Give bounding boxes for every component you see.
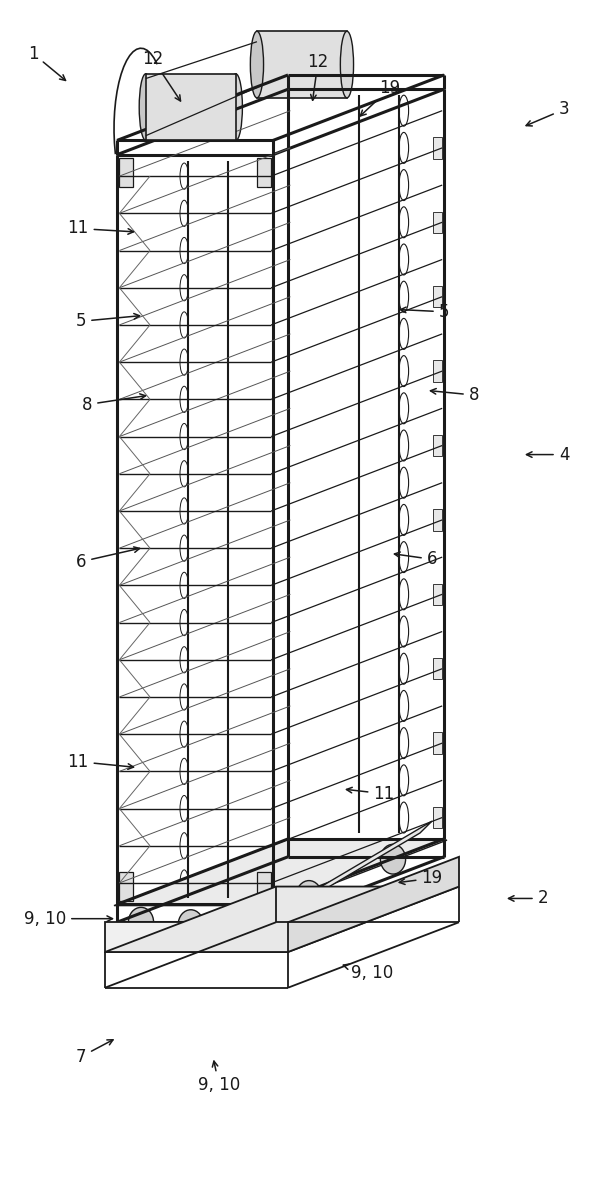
Text: 6: 6 — [394, 550, 437, 569]
Text: 1: 1 — [28, 44, 65, 81]
Text: 2: 2 — [508, 889, 548, 908]
Polygon shape — [105, 887, 459, 952]
Text: 9, 10: 9, 10 — [198, 1061, 240, 1095]
Text: 19: 19 — [360, 79, 401, 115]
Bar — [433, 807, 442, 828]
Bar — [257, 31, 347, 98]
Bar — [433, 361, 442, 382]
Ellipse shape — [229, 74, 242, 140]
Text: 6: 6 — [76, 547, 140, 571]
Polygon shape — [146, 74, 236, 140]
Polygon shape — [114, 840, 447, 906]
Ellipse shape — [178, 910, 203, 940]
Polygon shape — [105, 922, 288, 952]
Bar — [433, 658, 442, 679]
Text: 4: 4 — [526, 445, 569, 464]
Ellipse shape — [128, 907, 154, 938]
Polygon shape — [288, 857, 459, 952]
Text: 12: 12 — [142, 50, 181, 101]
Bar — [119, 872, 133, 901]
Text: 11: 11 — [346, 784, 395, 803]
Bar — [119, 158, 133, 187]
Text: 9, 10: 9, 10 — [24, 909, 113, 928]
Polygon shape — [279, 821, 432, 916]
Bar — [433, 286, 442, 307]
Bar — [433, 434, 442, 456]
Ellipse shape — [340, 31, 353, 98]
Ellipse shape — [380, 845, 406, 873]
Bar — [257, 872, 271, 901]
Text: 12: 12 — [307, 52, 329, 100]
Ellipse shape — [250, 31, 263, 98]
Bar — [257, 158, 271, 187]
Text: 9, 10: 9, 10 — [343, 964, 393, 983]
Text: 8: 8 — [430, 386, 479, 405]
Ellipse shape — [139, 74, 152, 140]
Text: 11: 11 — [67, 752, 134, 771]
Text: 3: 3 — [526, 100, 569, 126]
Text: 5: 5 — [400, 302, 449, 321]
Text: 11: 11 — [67, 219, 134, 238]
Text: 7: 7 — [76, 1040, 113, 1066]
Bar — [433, 583, 442, 605]
Bar — [433, 732, 442, 753]
Bar — [433, 212, 442, 233]
Text: 8: 8 — [82, 394, 146, 414]
Bar — [433, 509, 442, 531]
Text: 5: 5 — [76, 312, 140, 331]
Bar — [433, 137, 442, 158]
Ellipse shape — [296, 881, 322, 910]
Text: 19: 19 — [399, 869, 443, 888]
